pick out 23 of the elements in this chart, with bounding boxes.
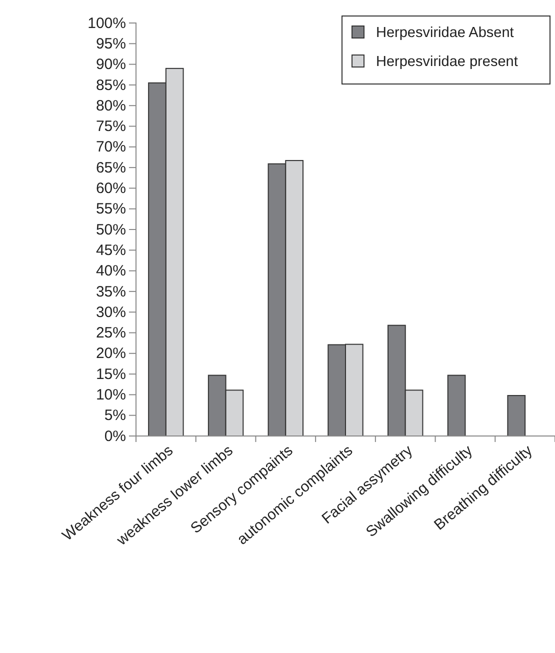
legend-label: Herpesviridae Absent xyxy=(376,25,514,41)
y-tick-label: 30% xyxy=(96,304,126,321)
y-tick-label: 45% xyxy=(96,242,126,259)
y-tick-label: 80% xyxy=(96,97,126,114)
y-tick-label: 20% xyxy=(96,345,126,362)
y-tick-label: 90% xyxy=(96,56,126,74)
y-tick-label: 65% xyxy=(96,159,126,176)
legend-label: Herpesviridae present xyxy=(376,54,518,70)
y-tick-label: 50% xyxy=(96,221,126,238)
y-tick-label: 55% xyxy=(96,200,126,218)
y-tick-label: 25% xyxy=(96,324,126,342)
y-tick-label: 40% xyxy=(96,262,126,280)
y-tick-label: 70% xyxy=(96,138,126,156)
y-tick-label: 75% xyxy=(96,118,126,136)
y-tick-label: 5% xyxy=(104,407,126,424)
y-tick-label: 85% xyxy=(96,76,126,94)
y-tick-label: 60% xyxy=(96,180,126,197)
y-tick-label: 100% xyxy=(88,14,126,32)
y-tick-label: 0% xyxy=(104,428,126,445)
y-tick-label: 35% xyxy=(96,283,126,300)
y-tick-label: 15% xyxy=(96,366,126,383)
y-tick-label: 10% xyxy=(96,386,126,404)
y-tick-label: 95% xyxy=(96,35,126,52)
